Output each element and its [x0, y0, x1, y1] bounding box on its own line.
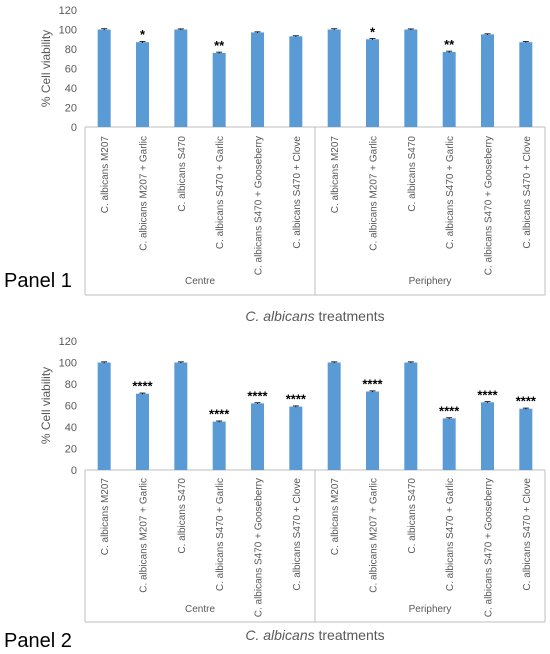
bar — [442, 51, 456, 127]
x-axis-title-rest: treatments — [315, 627, 385, 643]
x-axis-title: C. albicans treatments — [245, 627, 384, 643]
y-tick-label: 0 — [71, 465, 77, 477]
bar — [251, 403, 264, 470]
category-label: C. albicans M207 — [100, 478, 111, 556]
category-label: C. albicans S470 — [407, 478, 418, 554]
y-tick-label: 0 — [71, 122, 77, 134]
bar — [136, 42, 149, 127]
chart-panel-2: 0 20 40 60 80 100 120 % Cell viability C. albica… — [4, 336, 546, 652]
category-label: C. albicans M207 + Garlic — [369, 136, 380, 251]
y-tick-label: 40 — [65, 422, 77, 434]
bar — [289, 406, 303, 470]
significance-marker: **** — [286, 392, 307, 407]
category-label: C. albicans S470 — [177, 136, 188, 212]
significance-marker: * — [140, 27, 146, 42]
x-axis-title-rest: treatments — [315, 308, 385, 324]
category-label: C. albicans S470 + Clove — [522, 478, 533, 591]
y-tick-label: 120 — [59, 336, 77, 348]
panel-label: Panel 2 — [4, 630, 72, 652]
significance-marker: **** — [132, 379, 153, 394]
bar — [174, 362, 188, 470]
category-label: C. albicans S470 + Garlic — [445, 136, 456, 249]
group-label: Periphery — [409, 604, 452, 615]
group-label: Periphery — [409, 276, 452, 287]
y-tick-label: 20 — [65, 444, 77, 456]
bar — [481, 402, 494, 470]
bar — [97, 29, 111, 127]
panel-label: Panel 1 — [4, 270, 72, 292]
y-tick-label: 20 — [65, 103, 77, 115]
category-label: C. albicans S470 + Clove — [292, 478, 303, 591]
bar — [136, 393, 149, 470]
significance-marker: ** — [444, 37, 455, 52]
y-tick-label: 100 — [59, 358, 77, 370]
group-label: Centre — [185, 604, 215, 615]
bar — [174, 29, 188, 127]
bar — [97, 362, 111, 470]
category-label: C. albicans M207 — [330, 478, 341, 556]
y-tick-label: 60 — [65, 401, 77, 413]
category-label: C. albicans S470 + Gooseberry — [254, 136, 265, 275]
bar — [404, 362, 418, 470]
bar — [481, 34, 494, 127]
y-axis-title: % Cell viability — [39, 30, 53, 107]
bar — [327, 362, 341, 470]
bar — [519, 42, 533, 127]
y-tick-label: 40 — [65, 83, 77, 95]
bar — [442, 418, 456, 470]
significance-marker: **** — [477, 387, 498, 402]
bar — [519, 408, 533, 470]
bar — [327, 29, 341, 127]
category-label: C. albicans S470 + Clove — [292, 136, 303, 249]
significance-marker: **** — [247, 388, 268, 403]
y-tick-label: 60 — [65, 64, 77, 76]
category-label: C. albicans S470 + Garlic — [215, 478, 226, 591]
category-label: C. albicans S470 + Clove — [522, 136, 533, 249]
y-axis-title: % Cell viability — [39, 367, 53, 444]
x-axis-title: C. albicans treatments — [245, 308, 384, 324]
category-label: C. albicans M207 — [330, 136, 341, 214]
bar — [366, 391, 379, 470]
chart-panel-1: 0 20 40 60 80 100 120 % Cell viability C. albica… — [4, 5, 546, 324]
group-label: Centre — [185, 276, 215, 287]
significance-marker: ** — [214, 38, 225, 53]
y-tick-label: 100 — [59, 25, 77, 37]
significance-marker: **** — [439, 403, 460, 418]
category-label: C. albicans M207 + Garlic — [369, 478, 380, 593]
bar — [212, 421, 226, 470]
x-axis-title-italic: C. albicans — [245, 627, 314, 643]
category-label: C. albicans M207 — [100, 136, 111, 214]
category-label: C. albicans M207 + Garlic — [139, 478, 150, 593]
bar — [289, 36, 303, 128]
bar — [404, 29, 418, 127]
y-tick-label: 120 — [59, 5, 77, 17]
category-label: C. albicans S470 + Gooseberry — [484, 478, 495, 617]
category-label: C. albicans S470 + Gooseberry — [484, 136, 495, 275]
category-label: C. albicans S470 + Garlic — [445, 478, 456, 591]
category-label: C. albicans M207 + Garlic — [139, 136, 150, 251]
significance-marker: * — [370, 24, 376, 39]
significance-marker: **** — [516, 394, 537, 409]
category-label: C. albicans S470 — [407, 136, 418, 212]
bar — [366, 39, 379, 127]
category-label: C. albicans S470 + Garlic — [215, 136, 226, 249]
significance-marker: **** — [362, 377, 383, 392]
bar — [251, 32, 264, 127]
bar — [212, 52, 226, 127]
y-tick-label: 80 — [65, 44, 77, 56]
y-tick-label: 80 — [65, 379, 77, 391]
significance-marker: **** — [209, 407, 230, 422]
category-label: C. albicans S470 + Gooseberry — [254, 478, 265, 617]
x-axis-title-italic: C. albicans — [245, 308, 314, 324]
category-label: C. albicans S470 — [177, 478, 188, 554]
